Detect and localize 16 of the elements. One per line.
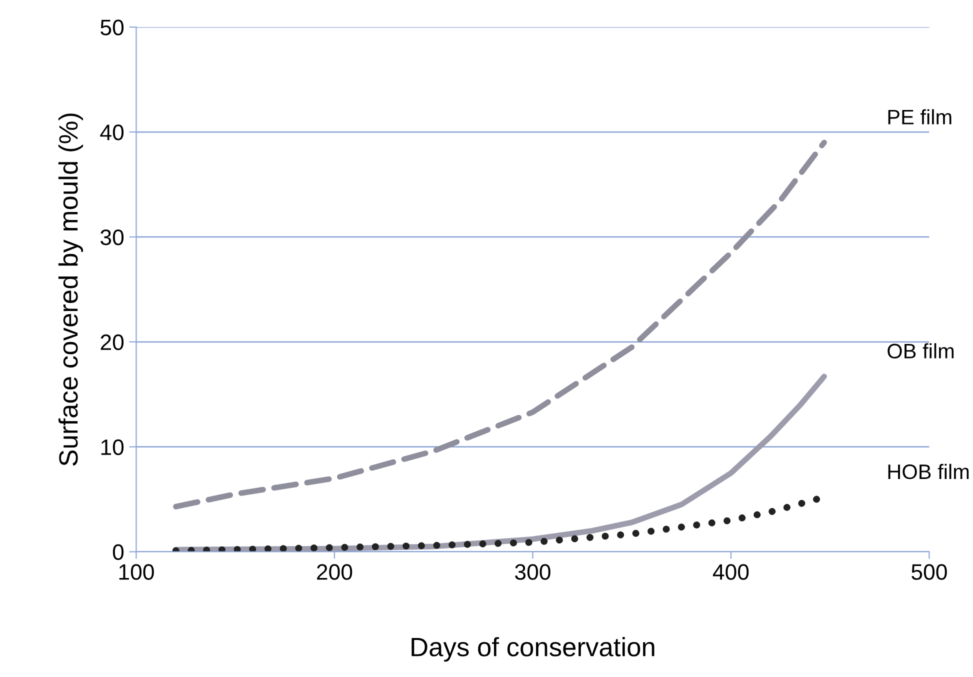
x-tick-label: 200 [317,564,352,580]
y-tick-label: 20 [100,334,124,350]
x-axis-title: Days of conservation [412,637,654,662]
x-tick-label: 400 [712,564,749,580]
x-tick-label: 500 [912,564,947,580]
y-tick-label: 40 [100,124,124,140]
y-tick-label: 10 [101,439,124,456]
y-axis-title: Surface covered by mould (%) [58,114,84,466]
text: HOB film [888,464,969,480]
x-tick-label: 300 [515,564,550,580]
y-tick-label: 0 [112,544,124,560]
x-tick-label: 100 [119,564,154,580]
y-tick-label: 50 [100,20,124,36]
text: PE film [888,109,952,124]
y-tick-label: 30 [100,229,124,246]
text: OB film [888,343,954,359]
